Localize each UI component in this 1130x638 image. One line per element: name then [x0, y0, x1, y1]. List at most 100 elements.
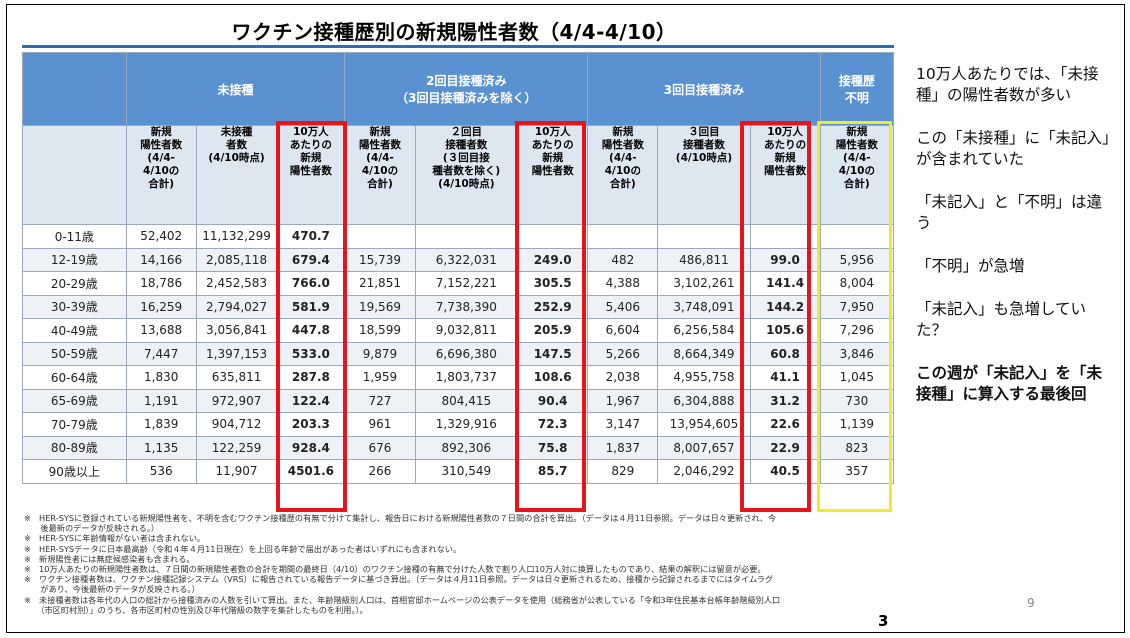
table-cell-unvax-pop: 635,811	[195, 365, 278, 390]
table-cell-unknown: 357	[819, 459, 895, 484]
group-three-doses: 3回目接種済み	[587, 52, 821, 126]
sub-header-cell: 10万人 あたりの 新規 陽性者数	[276, 125, 346, 225]
sub-header-line: 陽性者数	[601, 139, 644, 151]
table-cell-d2-rate: 108.6	[517, 365, 589, 390]
footnote: ※ HER-SYSに登録されている新規陽性者を、不明を含むワクチン接種歴の有無で…	[24, 513, 777, 523]
table-cell-d3-cases: 6,604	[587, 318, 659, 343]
table-cell-d3-cases	[587, 224, 659, 249]
table-cell-d2-pop: 1,329,916	[414, 412, 519, 437]
table-cell-d3-pop: 8,007,657	[657, 435, 751, 460]
table-cell-unvax-cases: 1,135	[125, 435, 197, 460]
sub-header-line: 4/10の	[143, 165, 180, 177]
table-cell-d3-rate: 105.6	[749, 318, 821, 343]
table-row: 0-11歳 52,402 11,132,299 470.7	[22, 224, 895, 249]
table-cell-d2-rate: 85.7	[517, 459, 589, 484]
sub-header-line: 4/10の	[604, 165, 641, 177]
sub-header-line: 新規	[150, 126, 172, 138]
table-cell-d2-rate: 72.3	[517, 412, 589, 437]
sub-header-line: 陽性者数	[358, 139, 401, 151]
table-row: 30-39歳 16,259 2,794,027 581.9 19,569 7,738,39…	[22, 294, 895, 319]
corner-cell	[22, 52, 127, 126]
sub-header-line: 新規	[774, 152, 796, 164]
table-cell-unvax-pop: 2,794,027	[195, 294, 278, 319]
page-number: 9	[1027, 596, 1035, 610]
table-cell-unvax-cases: 7,447	[125, 341, 197, 366]
table-cell-d3-rate: 40.5	[749, 459, 821, 484]
table-cell-d2-rate: 90.4	[517, 388, 589, 413]
table-cell-unvax-pop: 2,085,118	[195, 247, 278, 272]
table-cell-d2-rate: 249.0	[517, 247, 589, 272]
table-row: 50-59歳 7,447 1,397,153 533.0 9,879 6,696,380 1…	[22, 341, 895, 366]
table-cell-unknown: 730	[819, 388, 895, 413]
sub-header-cell: 10万人 あたりの 新規 陽性者数	[749, 125, 821, 225]
table-cell-d3-rate: 99.0	[749, 247, 821, 272]
table-cell-age: 70-79歳	[22, 412, 127, 437]
table-cell-unknown: 3,846	[819, 341, 895, 366]
sub-header-line: 新規	[300, 152, 322, 164]
table-cell-unvax-pop: 904,712	[195, 412, 278, 437]
table-cell-d2-cases	[344, 224, 416, 249]
table-cell-unvax-cases: 1,830	[125, 365, 197, 390]
comment: 「不明」が急増	[916, 257, 1025, 275]
table-row: 90歳以上 536 11,907 4501.6 266 310,549 85.7 829 2,0…	[22, 459, 895, 484]
table-cell-d3-pop: 6,304,888	[657, 388, 751, 413]
table-cell-d2-cases: 15,739	[344, 247, 416, 272]
table-cell-d3-rate	[749, 224, 821, 249]
footnote: 後最新のデータが反映される。）	[24, 523, 160, 534]
table-cell-unknown	[819, 224, 895, 249]
table-cell-unvax-rate: 581.9	[276, 294, 346, 319]
table-cell-d3-rate: 31.2	[749, 388, 821, 413]
sub-header-line: (4/4-	[147, 152, 175, 164]
sub-header-line: あたりの	[764, 139, 807, 151]
group-two-doses: 2回目接種済み （3回目接種済みを除く）	[344, 52, 589, 126]
sub-header-line: (4/10時点)	[675, 152, 733, 164]
table-cell-unvax-pop: 2,452,583	[195, 271, 278, 296]
sub-header-cell: 新規 陽性者数 (4/4- 4/10の 合計)	[344, 125, 416, 225]
slide: ワクチン接種歴別の新規陽性者数（4/4-4/10） 未接種 2回目接種済み （3…	[14, 8, 895, 630]
sub-header-line: 者数	[226, 139, 248, 151]
table-cell-d2-cases: 961	[344, 412, 416, 437]
sub-header-line: (4/10時点)	[438, 178, 495, 190]
sub-header-line: 新規	[846, 126, 868, 138]
slide-title: ワクチン接種歴別の新規陽性者数（4/4-4/10）	[231, 20, 677, 44]
table-cell-d3-cases: 5,266	[587, 341, 659, 366]
table-cell-unvax-rate: 766.0	[276, 271, 346, 296]
table-cell-age: 90歳以上	[22, 459, 127, 484]
comment: 「未記入」と「不明」は違う	[916, 193, 1103, 232]
vaccination-table: 未接種 2回目接種済み （3回目接種済みを除く） 3回目接種済み 接種歴 不明 …	[22, 52, 895, 484]
table-cell-d2-cases: 1,959	[344, 365, 416, 390]
table-cell-unvax-rate: 679.4	[276, 247, 346, 272]
sub-header-line: (4/4-	[366, 152, 394, 164]
sub-header-row: 新規 陽性者数 (4/4- 4/10の 合計) 未接種 者数 (4/10時点) 10万人 あた…	[22, 125, 895, 225]
sub-header-line: あたりの	[289, 139, 332, 151]
slide-page-number: 3	[878, 612, 889, 630]
table-cell-unvax-cases: 1,839	[125, 412, 197, 437]
table-cell-unvax-cases: 52,402	[125, 224, 197, 249]
group-unknown: 接種歴 不明	[819, 52, 895, 126]
table-cell-d2-pop: 1,803,737	[414, 365, 519, 390]
table-cell-d3-pop: 4,955,758	[657, 365, 751, 390]
sub-header-line: 10万人	[293, 126, 329, 138]
table-cell-d2-pop: 892,306	[414, 435, 519, 460]
table-cell-d3-rate: 141.4	[749, 271, 821, 296]
table-cell-age: 30-39歳	[22, 294, 127, 319]
table-cell-d3-cases: 829	[587, 459, 659, 484]
footnote: ※ 未接種者数は各年代の人口の総計から接種済みの人数を引いて算出。また、年齢階級…	[24, 594, 781, 605]
table-cell-d3-cases: 2,038	[587, 365, 659, 390]
sub-header-line: 10万人	[767, 126, 803, 138]
sub-header-line: 陽性者数	[531, 165, 574, 177]
table-cell-d2-rate	[517, 224, 589, 249]
table-cell-d3-cases: 3,147	[587, 412, 659, 437]
footnote: ※ 新規陽性者には無症候感染者も含まれる。	[24, 553, 195, 564]
commentary-panel: 10万人あたりでは、「未接種」の陽性者数が多い この「未接種」に「未記入」が含ま…	[916, 64, 1116, 427]
sub-header-line: 10万人	[534, 126, 571, 138]
sub-header-line: 合計)	[367, 178, 393, 190]
title-underline	[22, 45, 894, 48]
table-cell-d2-pop: 7,152,221	[414, 271, 519, 296]
table-cell-d2-cases: 266	[344, 459, 416, 484]
table-row: 70-79歳 1,839 904,712 203.3 961 1,329,916 72.3 3…	[22, 412, 895, 437]
table-cell-unknown: 1,139	[819, 412, 895, 437]
sub-header-line: (３回目接	[442, 152, 490, 164]
sub-header-line: 合計)	[843, 178, 870, 190]
sub-header-line: (4/4-	[609, 152, 637, 164]
